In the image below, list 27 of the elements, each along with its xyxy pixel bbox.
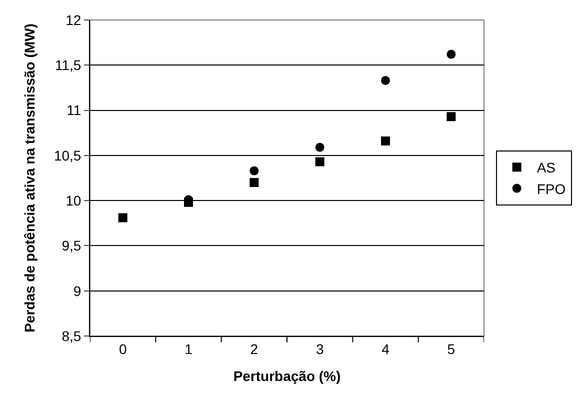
y-tick-label: 9	[73, 282, 82, 299]
y-tick-label: 12	[66, 12, 82, 28]
point	[250, 178, 259, 188]
y-tick-label: 8,5	[62, 328, 82, 344]
point	[446, 50, 456, 59]
x-tick-label: 3	[316, 340, 324, 357]
x-tick-label: 4	[382, 340, 390, 357]
x-tick-label: 0	[118, 340, 127, 357]
x-tick-label: 5	[447, 340, 456, 357]
x-axis-title: Perturbação (%)	[233, 368, 341, 384]
point	[118, 213, 128, 222]
legend-label: AS	[536, 160, 556, 176]
point	[446, 112, 456, 122]
point	[381, 76, 390, 85]
y-tick-label: 11,5	[54, 57, 82, 74]
point	[381, 136, 390, 146]
point	[315, 142, 324, 152]
legend-label: FPO	[536, 180, 566, 197]
y-tick-label: 9,5	[62, 238, 82, 254]
y-axis-title: Perdas de potência ativa na transmissão (MW)	[22, 24, 38, 332]
point	[250, 166, 259, 176]
x-tick-label: 2	[250, 340, 258, 357]
y-tick-label: 10	[66, 192, 82, 208]
y-tick-label: 11	[66, 102, 82, 118]
point	[315, 157, 324, 166]
x-tick-label: 1	[184, 340, 193, 357]
y-tick-label: 10,5	[54, 147, 82, 164]
